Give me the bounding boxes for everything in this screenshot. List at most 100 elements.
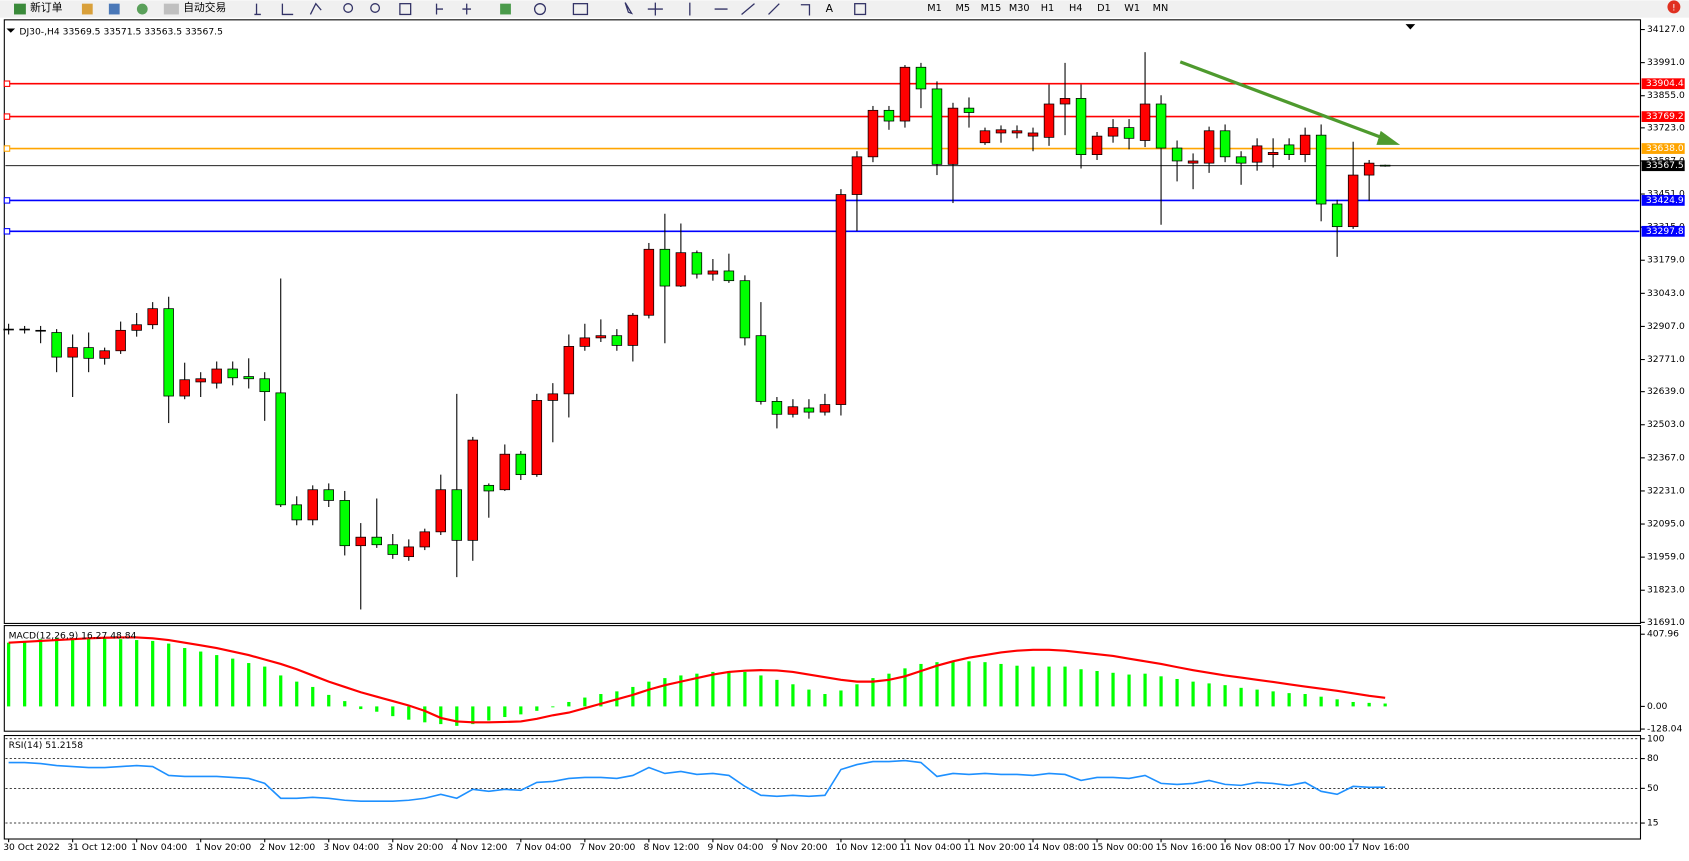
- candle-body: [1347, 174, 1359, 228]
- macd-bar: [455, 706, 459, 726]
- macd-bar: [1383, 703, 1387, 707]
- macd-bar: [295, 681, 299, 707]
- header-value: RSI(14): [9, 740, 43, 751]
- x-tick-label: 4 Nov 12:00: [451, 842, 507, 853]
- candle-body: [803, 407, 815, 413]
- macd-bar: [39, 639, 43, 707]
- candle-body: [1059, 98, 1071, 105]
- macd-bar: [1111, 672, 1115, 707]
- timeframe-button[interactable]: M1: [927, 3, 942, 14]
- timeframe-button[interactable]: H1: [1041, 3, 1054, 14]
- icon[interactable]: [399, 3, 412, 16]
- candle-body: [275, 392, 286, 506]
- macd-bar: [1239, 687, 1243, 707]
- candle-body: [211, 368, 222, 384]
- y-tick-label: 407.96: [1647, 629, 1679, 640]
- macd-bar: [1271, 691, 1275, 707]
- icon[interactable]: [163, 3, 179, 15]
- macd-bar: [935, 662, 939, 707]
- alert-badge[interactable]: [1667, 0, 1681, 14]
- icon[interactable]: [254, 2, 322, 16]
- macd-bar: [1015, 665, 1019, 707]
- timeframe-button[interactable]: D1: [1097, 3, 1111, 14]
- icon[interactable]: [108, 3, 120, 15]
- chart-title: DJ30-,H4 33569.5 33571.5 33563.5 33567.5: [19, 26, 223, 37]
- macd-bar: [983, 662, 987, 707]
- icon[interactable]: [435, 3, 472, 15]
- candle-body: [995, 129, 1007, 134]
- icon[interactable]: [343, 3, 354, 13]
- candle-body: [355, 536, 366, 547]
- macd-bar: [279, 675, 283, 707]
- candle-body: [1027, 132, 1039, 137]
- level-label-bg: [1641, 225, 1685, 237]
- macd-frame: [3, 625, 1642, 732]
- header-value: 48.84: [110, 630, 136, 641]
- level-label: 33424.9: [1646, 195, 1684, 206]
- icon[interactable]: [572, 3, 589, 16]
- y-tick-label: 32639.0: [1647, 386, 1685, 397]
- icon[interactable]: [854, 3, 867, 16]
- icon[interactable]: [533, 3, 547, 16]
- macd-bar: [311, 686, 315, 707]
- candle-body: [51, 332, 62, 358]
- x-tick-label: 15 Nov 16:00: [1156, 842, 1218, 853]
- timeframe-button[interactable]: H4: [1069, 3, 1082, 14]
- macd-bar: [71, 638, 75, 707]
- icon[interactable]: [624, 2, 811, 16]
- icon[interactable]: [81, 3, 93, 15]
- macd-bar: [167, 643, 171, 707]
- candle-body: [1139, 103, 1151, 141]
- candle-body: [1251, 145, 1263, 163]
- candle-body: [1299, 134, 1311, 156]
- main-frame: [3, 19, 1642, 624]
- icon[interactable]: [14, 3, 26, 15]
- candle-body: [819, 404, 831, 413]
- y-tick-label: 33991.0: [1647, 57, 1685, 68]
- macd-bar: [871, 678, 875, 707]
- candle-body: [547, 393, 559, 401]
- y-tick-label: 0.00: [1647, 701, 1668, 712]
- candle-body: [771, 401, 783, 415]
- icon[interactable]: [370, 3, 381, 13]
- icon[interactable]: [136, 3, 148, 15]
- macd-bar: [1095, 671, 1099, 707]
- macd-bar: [407, 706, 411, 720]
- x-tick-label: 9 Nov 04:00: [708, 842, 764, 853]
- y-tick-label: 33855.0: [1647, 90, 1685, 101]
- timeframe-button[interactable]: M15: [981, 3, 1002, 14]
- x-tick-label: 3 Nov 04:00: [323, 842, 379, 853]
- macd-bar: [215, 655, 219, 707]
- level-label: 33638.0: [1646, 143, 1684, 154]
- x-tick-label: 17 Nov 00:00: [1284, 842, 1346, 853]
- candle-body: [899, 66, 911, 122]
- icon[interactable]: [500, 3, 511, 15]
- macd-bar: [1079, 669, 1083, 707]
- candle-body: [147, 308, 158, 326]
- icon-text[interactable]: A: [826, 2, 834, 15]
- macd-bar: [1175, 678, 1179, 707]
- macd-bar: [7, 642, 11, 707]
- timeframe-button[interactable]: M5: [955, 3, 970, 14]
- timeframe-button[interactable]: W1: [1124, 3, 1140, 14]
- candle-body: [627, 314, 639, 346]
- level-handle: [3, 228, 11, 235]
- y-tick-label: 100: [1647, 733, 1665, 744]
- y-tick-label: 31823.0: [1647, 585, 1685, 596]
- macd-bar: [807, 689, 811, 707]
- macd-bar: [103, 637, 107, 707]
- candle-body: [387, 544, 398, 555]
- button-label[interactable]: 自动交易: [183, 1, 226, 14]
- button-label[interactable]: 新订单: [30, 1, 63, 14]
- alert-icon[interactable]: !: [1672, 3, 1675, 13]
- level-handle: [3, 113, 11, 120]
- macd-bar: [999, 663, 1003, 707]
- ohlc-value: 33569.5: [63, 26, 101, 37]
- timeframe-button[interactable]: MN: [1153, 3, 1169, 14]
- candle-body: [163, 308, 174, 397]
- macd-bar: [567, 701, 571, 707]
- macd-bar: [119, 639, 123, 707]
- candle-body: [227, 368, 238, 379]
- timeframe-button[interactable]: M30: [1009, 3, 1030, 14]
